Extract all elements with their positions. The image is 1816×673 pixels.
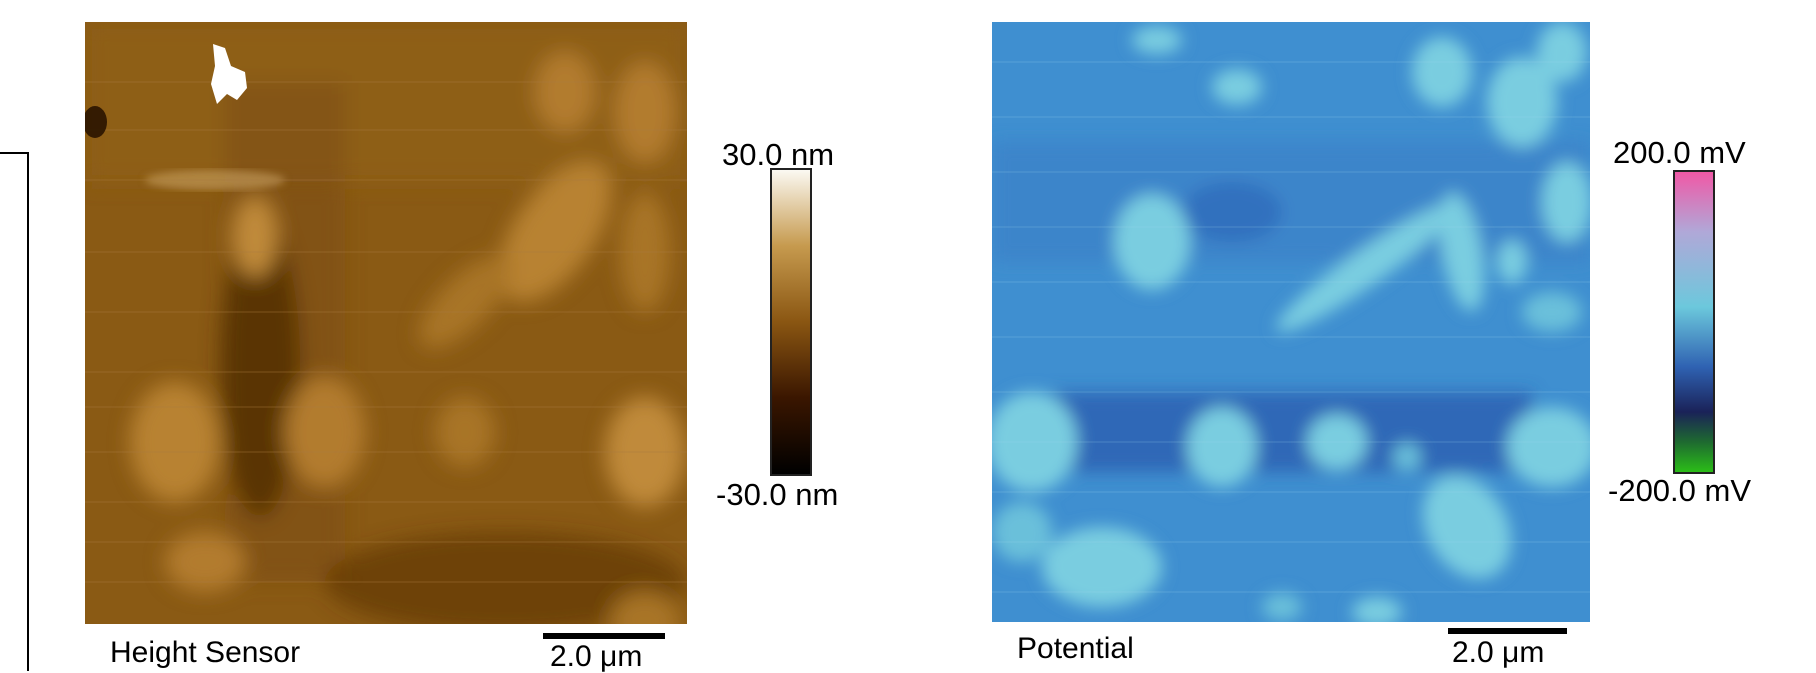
potential-scale-bar-label: 2.0 μm xyxy=(1452,636,1545,669)
potential-colorbar-max-label: 200.0 mV xyxy=(1613,135,1746,170)
potential-caption: Potential xyxy=(1017,632,1134,665)
potential-colorbar-min-label: -200.0 mV xyxy=(1608,473,1752,508)
frame-border-top xyxy=(0,152,28,154)
potential-scan-image xyxy=(992,22,1590,622)
height-scale-bar-label: 2.0 μm xyxy=(550,640,643,673)
height-scale-bar xyxy=(543,633,665,639)
height-scan-image xyxy=(85,22,687,624)
height-colorbar-max-label: 30.0 nm xyxy=(722,137,835,172)
height-colorbar-min-label: -30.0 nm xyxy=(716,477,839,512)
frame-border-right xyxy=(27,152,29,671)
height-caption: Height Sensor xyxy=(110,636,301,669)
potential-colorbar xyxy=(1673,170,1715,474)
potential-scale-bar xyxy=(1448,628,1567,634)
height-colorbar xyxy=(770,168,812,476)
